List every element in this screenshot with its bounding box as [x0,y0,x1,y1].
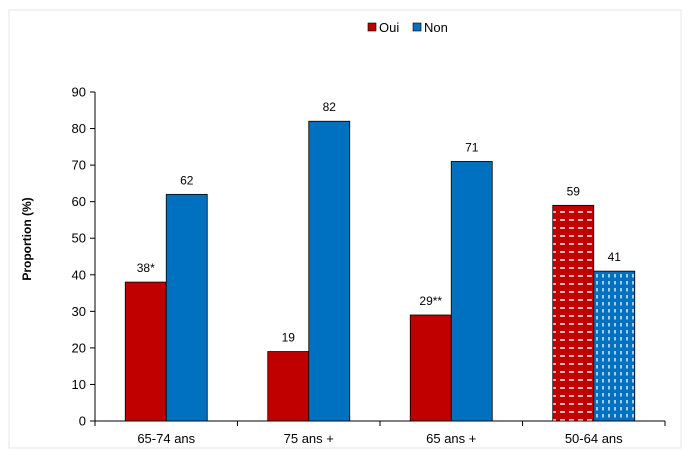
y-tick-label: 90 [72,85,86,100]
y-tick-label: 80 [72,121,86,136]
data-label: 41 [608,250,622,264]
legend-swatch-oui [367,22,377,32]
data-label: 62 [180,173,194,187]
y-tick-label: 10 [72,377,86,392]
y-axis: 0 10 20 30 40 50 60 70 80 90 [72,85,96,429]
data-labels: 38* 62 19 82 29** 71 59 41 [137,100,622,344]
data-label: 29** [419,294,442,308]
y-tick-label: 20 [72,340,86,355]
bar-oui-0 [124,281,167,422]
y-tick-label: 30 [72,304,86,319]
data-label: 19 [282,331,296,345]
legend: Oui Non [367,20,448,35]
y-tick-label: 40 [72,267,86,282]
y-tick-label: 60 [72,194,86,209]
data-label: 59 [567,184,581,198]
data-label: 38* [137,261,155,275]
x-tick-label: 65-74 ans [137,431,195,446]
x-tick-label: 50-64 ans [565,431,623,446]
y-tick-label: 50 [72,231,86,246]
x-tick-label: 65 ans + [426,431,476,446]
data-label: 71 [465,140,479,154]
bar-oui-3 [552,204,595,422]
bars [124,120,636,422]
x-tick-label: 75 ans + [284,431,334,446]
bar-non-2 [450,161,493,422]
y-tick-label: 0 [79,414,86,429]
data-label: 82 [323,100,337,114]
y-tick-label: 70 [72,158,86,173]
bar-non-0 [165,193,208,422]
chart-frame [8,9,682,449]
legend-label: Non [424,20,448,35]
bar-non-3 [593,270,636,422]
bar-oui-1 [267,351,310,422]
bar-oui-2 [409,314,452,422]
bar-non-1 [308,120,351,422]
y-axis-title: Proportion (%) [20,197,34,280]
legend-swatch-non [412,22,422,32]
x-axis: 65-74 ans 75 ans + 65 ans + 50-64 ans [94,420,666,446]
legend-label: Oui [379,20,399,35]
